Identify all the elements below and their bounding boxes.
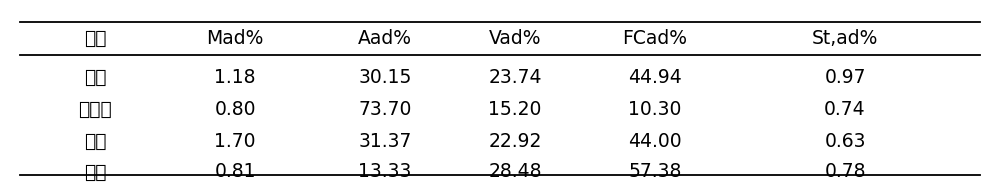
Text: 0.97: 0.97 [824, 68, 866, 87]
Text: 10.30: 10.30 [628, 100, 682, 119]
Text: 中煤: 中煤 [84, 132, 106, 151]
Text: 23.74: 23.74 [488, 68, 542, 87]
Text: 22.92: 22.92 [488, 132, 542, 151]
Text: 1.70: 1.70 [214, 132, 256, 151]
Text: Vad%: Vad% [489, 29, 541, 48]
Text: 0.74: 0.74 [824, 100, 866, 119]
Text: 0.81: 0.81 [214, 163, 256, 181]
Text: 44.00: 44.00 [628, 132, 682, 151]
Text: 0.63: 0.63 [824, 132, 866, 151]
Text: 0.80: 0.80 [214, 100, 256, 119]
Text: 57.38: 57.38 [628, 163, 682, 181]
Text: 13.33: 13.33 [358, 163, 412, 181]
Text: 44.94: 44.94 [628, 68, 682, 87]
Text: FCad%: FCad% [622, 29, 688, 48]
Text: Aad%: Aad% [358, 29, 412, 48]
Text: 0.78: 0.78 [824, 163, 866, 181]
Text: 28.48: 28.48 [488, 163, 542, 181]
Text: 1.18: 1.18 [214, 68, 256, 87]
Text: 原煤: 原煤 [84, 68, 106, 87]
Text: 30.15: 30.15 [358, 68, 412, 87]
Text: Mad%: Mad% [206, 29, 264, 48]
Text: 31.37: 31.37 [358, 132, 412, 151]
Text: St,ad%: St,ad% [812, 29, 878, 48]
Text: 成分: 成分 [84, 29, 106, 48]
Text: 15.20: 15.20 [488, 100, 542, 119]
Text: 73.70: 73.70 [358, 100, 412, 119]
Text: 煤矸石: 煤矸石 [78, 100, 112, 119]
Text: 精煤: 精煤 [84, 163, 106, 181]
